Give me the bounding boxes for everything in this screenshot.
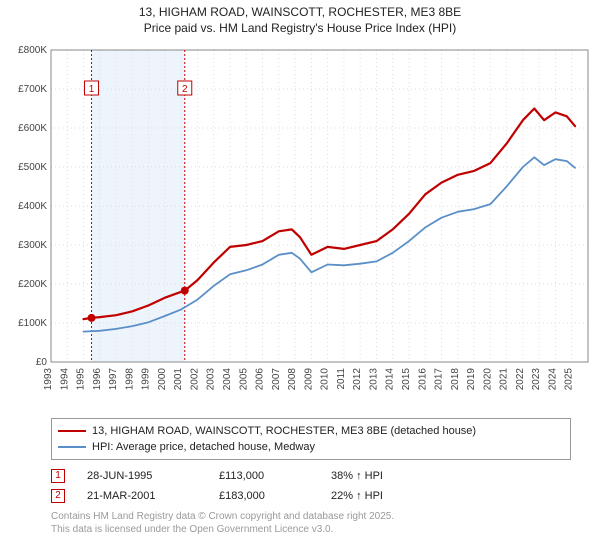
- svg-text:£600K: £600K: [18, 123, 47, 134]
- svg-text:1: 1: [89, 84, 95, 95]
- title-line-2: Price paid vs. HM Land Registry's House …: [6, 20, 594, 36]
- svg-text:1999: 1999: [141, 368, 152, 391]
- legend-swatch: [58, 446, 86, 448]
- svg-text:£800K: £800K: [18, 45, 47, 56]
- svg-text:1998: 1998: [124, 368, 135, 391]
- svg-text:2014: 2014: [385, 368, 396, 391]
- svg-text:£0: £0: [36, 357, 48, 368]
- svg-text:2015: 2015: [401, 368, 412, 391]
- sale-delta: 38% ↑ HPI: [331, 470, 431, 482]
- svg-text:1996: 1996: [92, 368, 103, 391]
- legend: 13, HIGHAM ROAD, WAINSCOTT, ROCHESTER, M…: [51, 418, 571, 460]
- legend-label: 13, HIGHAM ROAD, WAINSCOTT, ROCHESTER, M…: [92, 425, 476, 437]
- svg-text:2024: 2024: [547, 368, 558, 391]
- sale-marker: 1: [51, 469, 65, 483]
- svg-text:2007: 2007: [271, 368, 282, 391]
- svg-text:2021: 2021: [499, 368, 510, 391]
- svg-text:2020: 2020: [482, 368, 493, 391]
- svg-text:2008: 2008: [287, 368, 298, 391]
- svg-text:£200K: £200K: [18, 279, 47, 290]
- svg-text:2025: 2025: [564, 368, 575, 391]
- svg-text:2009: 2009: [303, 368, 314, 391]
- legend-item: HPI: Average price, detached house, Medw…: [58, 439, 564, 455]
- svg-text:£100K: £100K: [18, 318, 47, 329]
- svg-text:2010: 2010: [320, 368, 331, 391]
- legend-item: 13, HIGHAM ROAD, WAINSCOTT, ROCHESTER, M…: [58, 423, 564, 439]
- svg-text:2022: 2022: [515, 368, 526, 391]
- svg-text:1994: 1994: [59, 368, 70, 391]
- svg-text:1993: 1993: [43, 368, 54, 391]
- sales-table: 1 28-JUN-1995 £113,000 38% ↑ HPI 2 21-MAR-200…: [51, 466, 571, 506]
- footer-line-1: Contains HM Land Registry data © Crown c…: [51, 510, 594, 523]
- svg-text:2000: 2000: [157, 368, 168, 391]
- legend-label: HPI: Average price, detached house, Medw…: [92, 441, 315, 453]
- sale-price: £183,000: [219, 490, 309, 502]
- svg-text:2001: 2001: [173, 368, 184, 391]
- svg-text:2011: 2011: [336, 368, 347, 390]
- footer-line-2: This data is licensed under the Open Gov…: [51, 523, 594, 536]
- svg-text:2006: 2006: [255, 368, 266, 391]
- svg-text:1997: 1997: [108, 368, 119, 391]
- sale-row: 1 28-JUN-1995 £113,000 38% ↑ HPI: [51, 466, 571, 486]
- svg-text:£500K: £500K: [18, 162, 47, 173]
- svg-text:2019: 2019: [466, 368, 477, 391]
- sale-price: £113,000: [219, 470, 309, 482]
- svg-text:2017: 2017: [434, 368, 445, 391]
- chart-area: £0 £100K £200K £300K £400K £500K £600K £700K £80…: [6, 42, 594, 412]
- svg-text:2018: 2018: [450, 368, 461, 391]
- svg-text:1995: 1995: [76, 368, 87, 391]
- svg-text:2016: 2016: [417, 368, 428, 391]
- sale-date: 28-JUN-1995: [87, 470, 197, 482]
- attribution-footer: Contains HM Land Registry data © Crown c…: [51, 510, 594, 536]
- svg-text:2005: 2005: [238, 368, 249, 391]
- sale-row: 2 21-MAR-2001 £183,000 22% ↑ HPI: [51, 486, 571, 506]
- sale-date: 21-MAR-2001: [87, 490, 197, 502]
- svg-text:2003: 2003: [206, 368, 217, 391]
- chart-title: 13, HIGHAM ROAD, WAINSCOTT, ROCHESTER, M…: [6, 4, 594, 36]
- svg-text:2002: 2002: [189, 368, 200, 391]
- line-chart-svg: £0 £100K £200K £300K £400K £500K £600K £700K £80…: [6, 42, 594, 412]
- svg-text:£300K: £300K: [18, 240, 47, 251]
- svg-text:2023: 2023: [531, 368, 542, 391]
- legend-swatch: [58, 430, 86, 432]
- sale-marker: 2: [51, 489, 65, 503]
- title-line-1: 13, HIGHAM ROAD, WAINSCOTT, ROCHESTER, M…: [6, 4, 594, 20]
- svg-text:£400K: £400K: [18, 201, 47, 212]
- svg-text:2: 2: [182, 84, 188, 95]
- svg-text:£700K: £700K: [18, 84, 47, 95]
- svg-text:2004: 2004: [222, 368, 233, 391]
- sale-delta: 22% ↑ HPI: [331, 490, 431, 502]
- svg-text:2013: 2013: [368, 368, 379, 391]
- chart-container: 13, HIGHAM ROAD, WAINSCOTT, ROCHESTER, M…: [0, 0, 600, 560]
- svg-text:2012: 2012: [352, 368, 363, 391]
